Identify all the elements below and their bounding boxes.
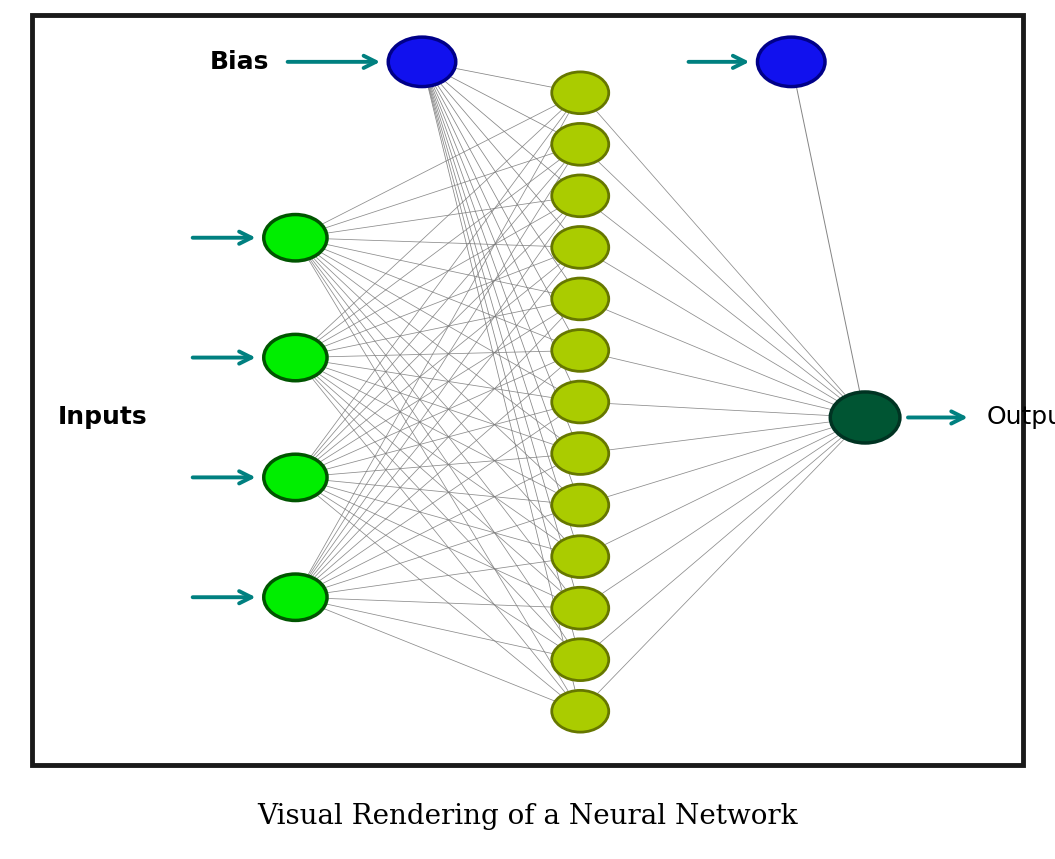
FancyBboxPatch shape (32, 15, 1023, 765)
FancyArrowPatch shape (193, 351, 251, 363)
FancyArrowPatch shape (908, 411, 963, 423)
Circle shape (552, 278, 609, 320)
Circle shape (552, 330, 609, 371)
Circle shape (757, 37, 825, 87)
Circle shape (552, 175, 609, 216)
Circle shape (264, 334, 327, 381)
FancyArrowPatch shape (193, 591, 251, 603)
Circle shape (552, 691, 609, 732)
Circle shape (552, 124, 609, 165)
FancyArrowPatch shape (193, 232, 251, 244)
Circle shape (552, 588, 609, 629)
FancyArrowPatch shape (689, 56, 745, 68)
Text: Bias: Bias (210, 50, 269, 74)
Circle shape (552, 639, 609, 680)
Circle shape (552, 227, 609, 268)
Circle shape (264, 454, 327, 501)
Text: Output: Output (986, 405, 1055, 430)
FancyArrowPatch shape (193, 472, 251, 484)
Circle shape (552, 381, 609, 423)
Text: Inputs: Inputs (58, 405, 148, 430)
Circle shape (388, 37, 456, 87)
Circle shape (552, 72, 609, 113)
FancyArrowPatch shape (288, 56, 376, 68)
Circle shape (552, 484, 609, 526)
Circle shape (264, 574, 327, 620)
Circle shape (830, 392, 900, 443)
Text: Visual Rendering of a Neural Network: Visual Rendering of a Neural Network (257, 802, 798, 830)
Circle shape (552, 536, 609, 577)
Circle shape (264, 215, 327, 261)
Circle shape (552, 433, 609, 474)
